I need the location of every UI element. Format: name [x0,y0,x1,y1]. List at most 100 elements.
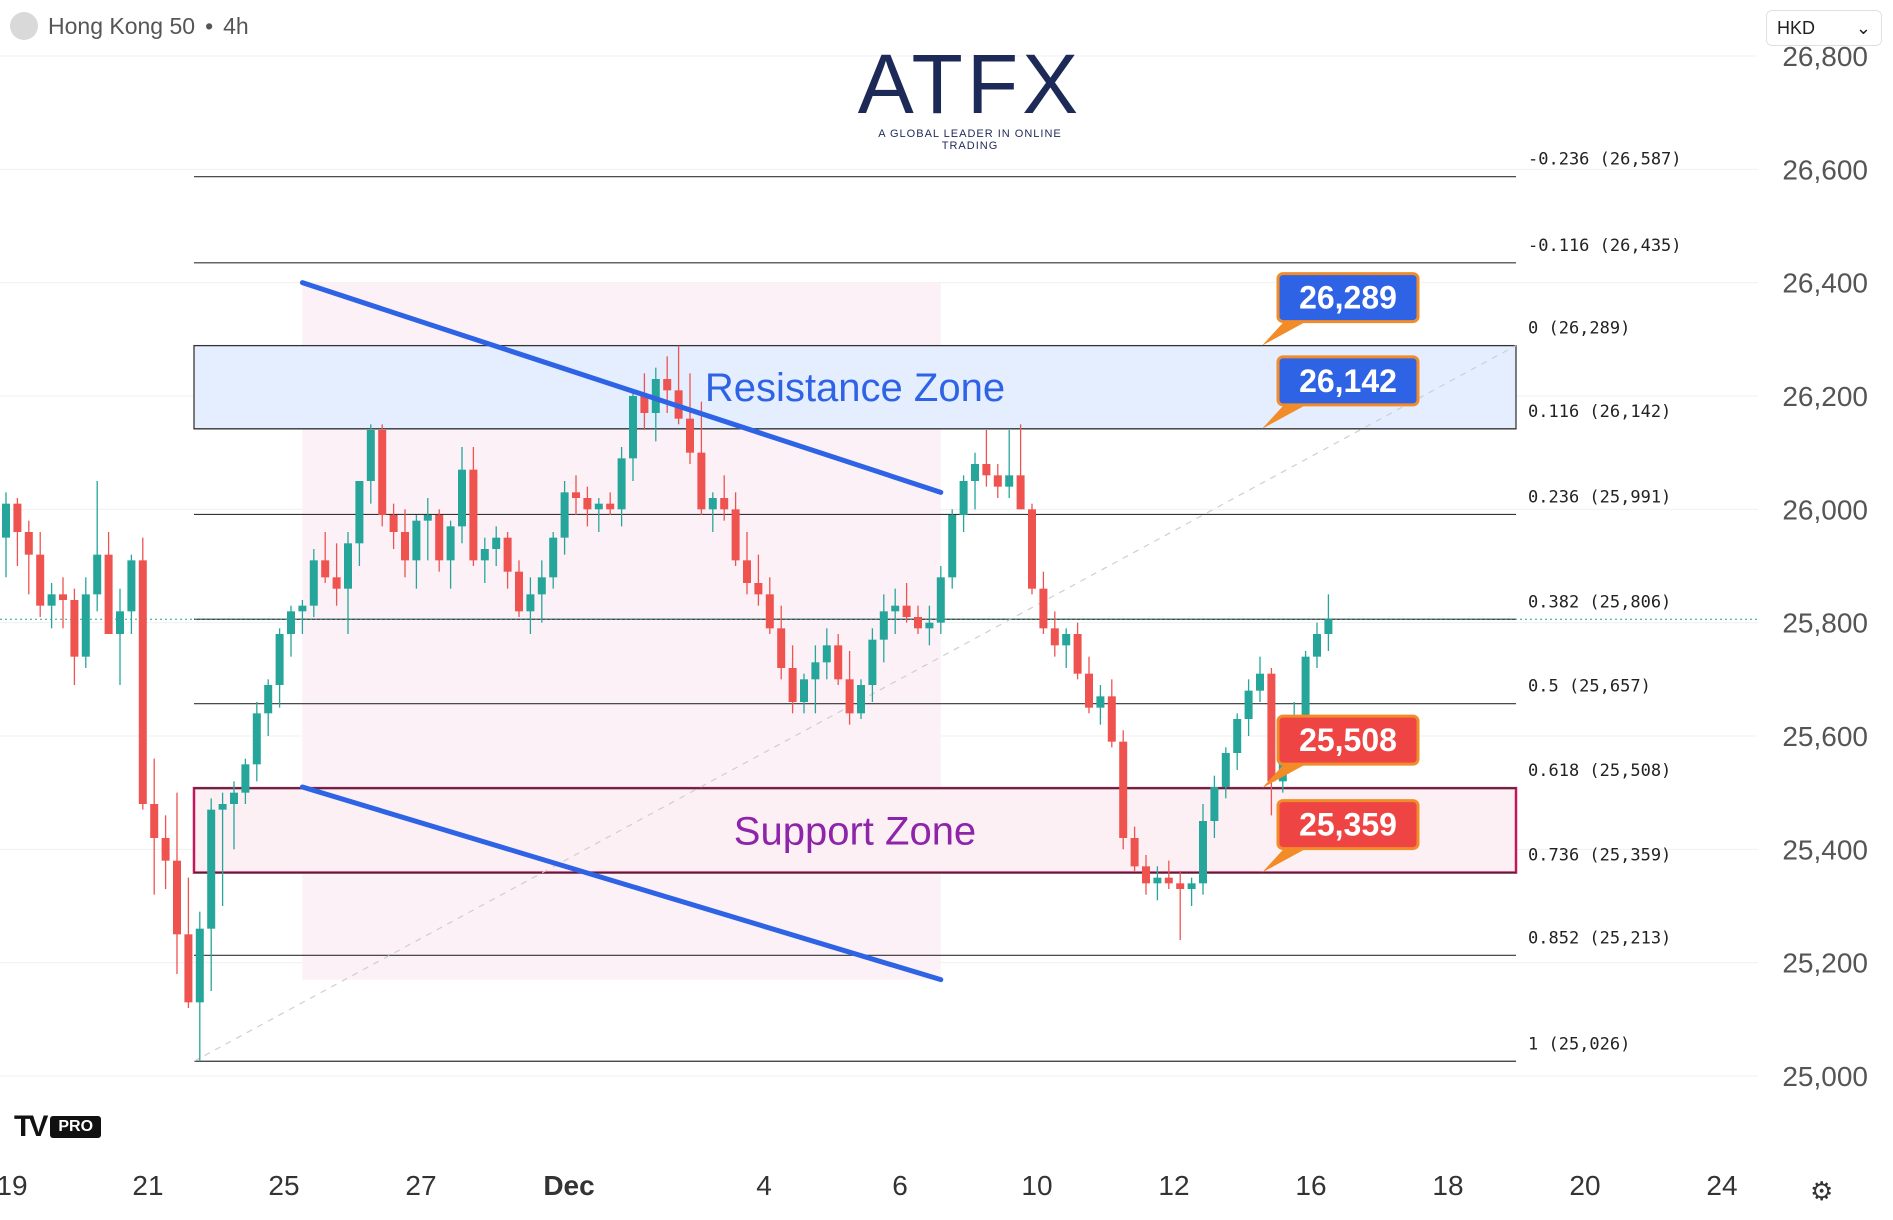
candle-body [298,605,307,612]
candle-body [583,498,592,510]
fib-label: 0.852 (25,213) [1528,928,1671,948]
gear-icon[interactable]: ⚙ [1810,1176,1834,1206]
y-tick-label: 25,200 [1782,948,1868,979]
candle-body [1085,673,1093,708]
candle-body [1016,475,1025,510]
candle-body [879,611,888,640]
candle-body [59,594,67,600]
candle-body [480,549,489,561]
callout-pointer [1262,321,1306,346]
channel-lower-line [299,784,944,983]
candle-body [1176,883,1185,889]
candle-body [788,668,797,702]
candle-body [515,571,523,612]
candle-body [811,662,820,680]
chevron-down-icon: ⌄ [1855,17,1871,38]
timeframe[interactable]: 4h [223,12,249,39]
candle-body [127,560,136,612]
currency-select[interactable]: HKD ⌄ [1766,10,1882,46]
candle-body [173,860,181,935]
candle-body [1062,634,1071,646]
y-tick-label: 25,400 [1782,834,1868,865]
fib-label: 0.618 (25,508) [1528,761,1671,781]
header-separator: • [205,12,214,39]
candle-body [423,515,432,521]
candle-body [1107,696,1116,742]
y-tick-label: 25,000 [1782,1061,1868,1092]
candle-body [549,537,558,578]
price-callouts: 26,289 26,142 25,508 25,359 [1262,272,1420,873]
callout-box [1276,799,1420,851]
atfx-logo: ATFX A GLOBAL LEADER IN ONLINE TRADING [850,42,1090,152]
candle-body [993,475,1002,487]
candle-body [686,418,694,453]
candle-body [218,804,227,810]
candle-body [70,600,79,657]
candle-body [1050,628,1059,646]
callout-label: 25,359 [1299,807,1397,843]
candle-body [891,605,900,612]
candle-body [1301,656,1310,736]
fib-label: 0.116 (26,142) [1528,402,1671,422]
candle-body [743,560,751,583]
callout-box [1276,714,1420,766]
candle-body [708,498,717,510]
candle-body [469,469,478,561]
x-tick-label: 12 [1158,1170,1189,1201]
x-tick-label: 18 [1432,1170,1463,1201]
tradingview-badge: TV PRO [14,1110,102,1144]
candle-body [526,594,535,612]
candle-body [1324,619,1333,634]
candle-body [401,532,409,561]
symbol-name[interactable]: Hong Kong 50 [48,12,196,39]
candle-body [13,503,22,532]
candle-body [982,464,991,476]
candle-body [81,594,90,657]
candle-body [902,605,911,617]
pro-badge: PRO [50,1116,102,1138]
fib-label: 1 (25,026) [1528,1034,1630,1054]
candle-body [936,577,945,623]
candle-body [93,554,102,595]
callout-box [1276,355,1420,407]
candle-body [230,792,238,804]
candle-body [366,430,375,481]
candle-body [355,481,364,544]
candle-body [1164,877,1173,884]
candle-body [1244,690,1253,719]
x-tick-label: 19 [0,1170,28,1201]
zone-label: Resistance Zone [705,366,1005,410]
candle-body [1221,753,1230,787]
candle-body [446,526,455,561]
tradingview-logo-icon: TV [14,1110,48,1143]
trend-channel [299,280,944,983]
candle-body [264,685,273,714]
candle-body [651,379,660,413]
candle-body [800,679,808,702]
callout-pointer [1262,404,1306,429]
candle-body [287,611,295,634]
candle-body [572,492,580,498]
y-axis: 25,000 25,200 25,400 25,600 25,800 26,000 26,2… [1782,41,1868,1092]
fib-label: -0.116 (26,435) [1528,236,1682,256]
x-tick-label: 27 [405,1170,436,1201]
fib-label: 0.736 (25,359) [1528,846,1671,866]
y-tick-label: 25,600 [1782,721,1868,752]
currency-value: HKD [1777,17,1816,38]
candle-body [1313,634,1321,657]
y-tick-label: 26,000 [1782,494,1868,525]
y-tick-label: 26,800 [1782,41,1868,72]
candle-body [594,503,603,510]
y-tick-label: 25,800 [1782,608,1868,639]
candle-body [412,520,421,561]
candle-body [1005,475,1014,487]
candle-body [252,713,261,765]
candle-body [1073,634,1082,674]
x-tick-label: 16 [1295,1170,1326,1201]
candle-body [389,515,398,532]
fib-trend-line [193,345,1517,1062]
fib-label: -0.236 (26,587) [1528,150,1682,170]
candle-body [275,634,284,685]
candle-body [857,685,865,714]
